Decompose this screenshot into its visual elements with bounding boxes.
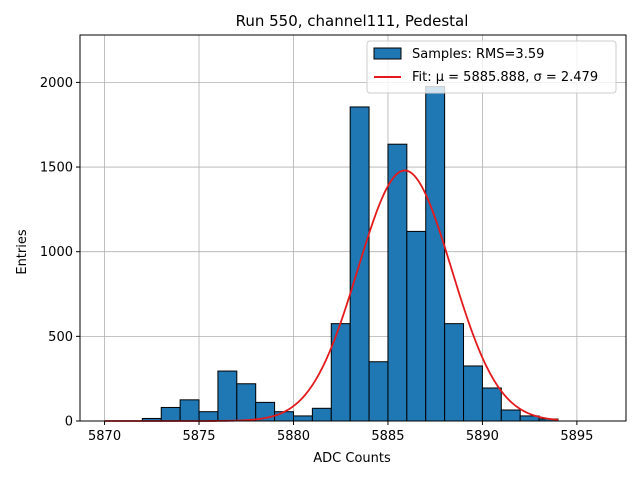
plot-frame — [79, 34, 627, 422]
histogram-bar-12 — [368, 361, 389, 422]
y-tick-label-2: 1000 — [40, 245, 73, 260]
y-tick-label-4: 2000 — [40, 76, 73, 91]
chart-title: Run 550, channel111, Pedestal — [236, 12, 469, 30]
histogram-bar-7 — [274, 411, 294, 422]
x-tick-label-5: 5895 — [560, 429, 593, 444]
y-axis-ticks: 0 500 1000 1500 2000 — [40, 76, 80, 430]
histogram-bar-13 — [387, 143, 408, 422]
histogram-bar-3 — [198, 411, 219, 422]
x-axis-ticks: 5870 5875 5880 5885 5890 5895 — [88, 421, 593, 444]
legend-box — [366, 40, 617, 94]
x-tick-label-1: 5875 — [182, 429, 215, 444]
y-tick-label-1: 500 — [48, 330, 73, 345]
histogram-bar-16 — [444, 323, 465, 422]
legend-fit-label: Fit: μ = 5885.888, σ = 2.479 — [412, 70, 598, 85]
histogram-bars — [141, 86, 559, 422]
histogram-bar-18 — [481, 387, 502, 422]
x-tick-label-2: 5880 — [277, 429, 310, 444]
histogram-bar-19 — [500, 409, 521, 422]
x-tick-label-0: 5870 — [88, 429, 121, 444]
x-axis-label: ADC Counts — [313, 451, 391, 466]
histogram-bar-14 — [406, 230, 427, 422]
histogram-bar-9 — [311, 407, 332, 422]
histogram-bar-8 — [292, 415, 313, 422]
legend: Samples: RMS=3.59 Fit: μ = 5885.888, σ =… — [366, 40, 617, 94]
y-tick-label-0: 0 — [65, 415, 73, 430]
y-axis-label: Entries — [15, 229, 30, 275]
histogram-bar-2 — [179, 399, 200, 422]
histogram-bar-4 — [217, 370, 238, 422]
legend-samples-label: Samples: RMS=3.59 — [412, 47, 544, 62]
histogram-bar-15 — [425, 86, 446, 422]
histogram-bar-5 — [236, 383, 257, 422]
x-tick-label-4: 5890 — [466, 429, 499, 444]
histogram-bar-17 — [463, 365, 483, 422]
legend-samples-swatch — [373, 47, 402, 60]
histogram-bar-1 — [160, 406, 181, 422]
y-tick-label-3: 1500 — [40, 161, 73, 176]
x-tick-label-3: 5885 — [371, 429, 404, 444]
